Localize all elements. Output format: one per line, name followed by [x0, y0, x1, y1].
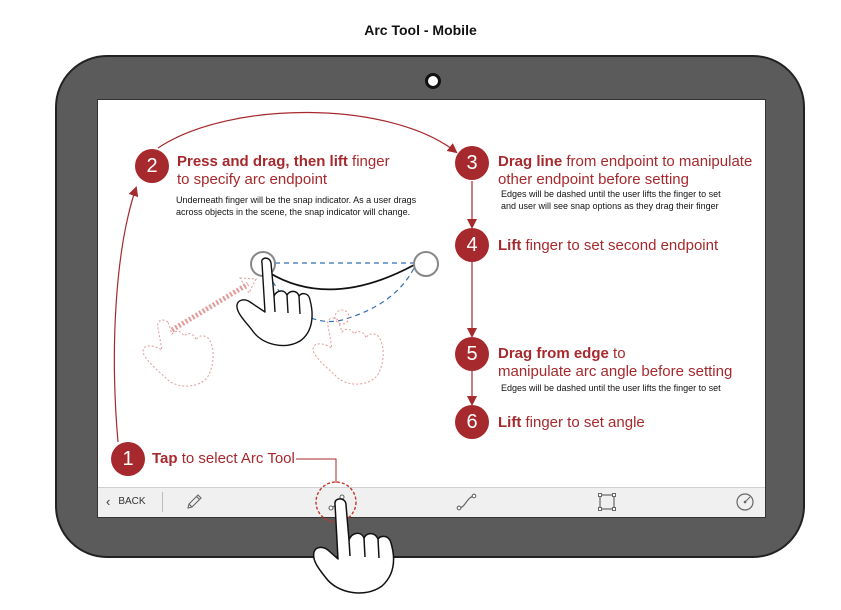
- arrow-2-to-3: [157, 111, 458, 154]
- snap-indicator-ghost: [334, 309, 350, 325]
- step-3-note: Edges will be dashed until the user lift…: [501, 188, 721, 212]
- tap-callout-line: [296, 458, 337, 483]
- step-4-bold: Lift: [498, 237, 522, 254]
- step-3-note-line1: Edges will be dashed until the user lift…: [501, 189, 721, 199]
- step-2-rest: finger: [347, 153, 390, 170]
- step-5-text: Drag from edge to manipulate arc angle b…: [498, 345, 732, 381]
- ghost-hand-icon-2: [312, 317, 384, 385]
- dashed-arc-curve: [267, 267, 415, 323]
- step-5-badge: 5: [455, 337, 489, 371]
- step-3-bold: Drag line: [498, 153, 563, 170]
- arc-curve: [267, 264, 415, 291]
- step-2-note-line1: Underneath finger will be the snap indic…: [176, 195, 417, 205]
- step-4-badge: 4: [455, 228, 489, 262]
- page-title: Arc Tool - Mobile: [364, 22, 477, 38]
- step-1-text: Tap to select Arc Tool: [152, 450, 295, 468]
- hand-pointer-icon: [236, 257, 313, 347]
- arrow-1-to-2: [113, 186, 139, 443]
- tablet-screen: [97, 99, 766, 518]
- step-2-badge: 2: [135, 149, 169, 183]
- step-2-note: Underneath finger will be the snap indic…: [176, 194, 416, 218]
- step-6-badge: 6: [455, 405, 489, 439]
- step-5-bold: Drag from edge: [498, 345, 609, 362]
- step-2-line2: to specify arc endpoint: [177, 171, 328, 188]
- step-5-line2: manipulate arc angle before setting: [498, 363, 733, 380]
- circle-tool-icon[interactable]: [734, 491, 756, 513]
- drag-motion-arrow: [170, 281, 250, 333]
- step-3-text: Drag line from endpoint to manipulate ot…: [498, 153, 752, 189]
- line-tool-icon[interactable]: [455, 491, 479, 513]
- step-2-bold: Press and drag, then lift: [177, 153, 348, 170]
- step-5-rest: to: [608, 345, 626, 362]
- step-3-line2: other endpoint before setting: [498, 171, 689, 188]
- step-1-badge: 1: [111, 442, 145, 476]
- snap-indicator-end: [413, 251, 439, 277]
- step-5-note: Edges will be dashed until the user lift…: [501, 382, 721, 394]
- step-3-rest: from endpoint to manipulate: [562, 153, 753, 170]
- step-2-text: Press and drag, then lift finger to spec…: [177, 153, 390, 189]
- rectangle-tool-icon[interactable]: [596, 491, 618, 513]
- toolbar-divider: [162, 492, 163, 512]
- back-button[interactable]: ‹ BACK: [106, 493, 146, 509]
- chevron-left-icon: ‹: [106, 493, 111, 509]
- step-5-note-line1: Edges will be dashed until the user lift…: [501, 383, 721, 393]
- step-1-bold: Tap: [152, 450, 178, 467]
- back-label: BACK: [118, 496, 146, 507]
- tap-hand-icon: [312, 498, 395, 594]
- pencil-icon[interactable]: [185, 493, 203, 511]
- step-3-note-line2: and user will see snap options as they d…: [501, 201, 719, 211]
- bottom-toolbar: [98, 487, 765, 517]
- step-1-rest: to select Arc Tool: [177, 450, 295, 467]
- camera-icon: [425, 73, 441, 89]
- step-4-rest: finger to set second endpoint: [521, 237, 719, 254]
- ghost-hand-icon: [142, 319, 214, 387]
- step-4-text: Lift finger to set second endpoint: [498, 237, 718, 255]
- step-6-rest: finger to set angle: [521, 414, 645, 431]
- step-3-badge: 3: [455, 146, 489, 180]
- step-6-bold: Lift: [498, 414, 522, 431]
- step-6-text: Lift finger to set angle: [498, 414, 645, 432]
- step-2-note-line2: across objects in the scene, the snap in…: [176, 207, 411, 217]
